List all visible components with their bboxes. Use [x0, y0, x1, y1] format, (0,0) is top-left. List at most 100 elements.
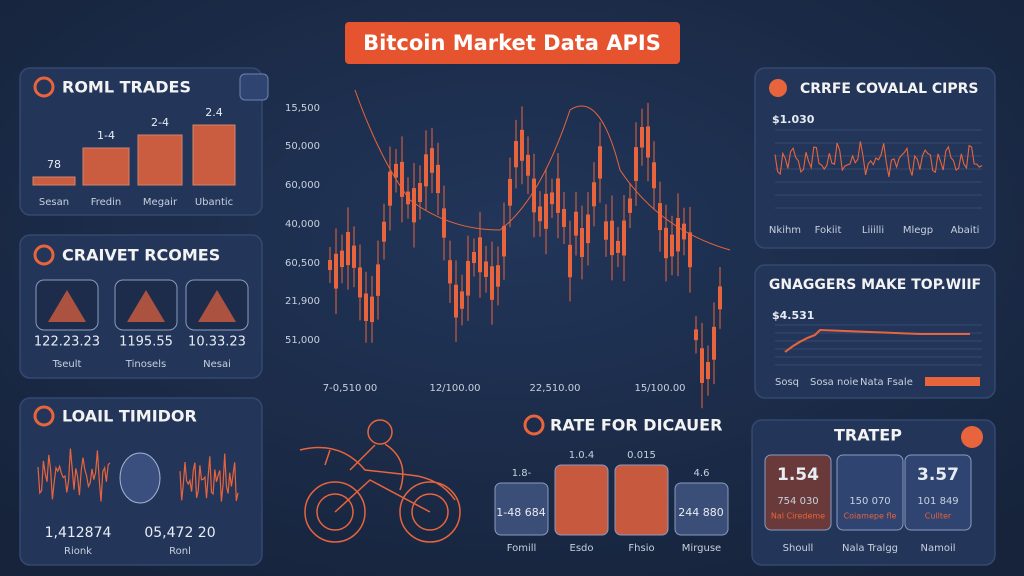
trader-category: Namoil — [920, 543, 955, 554]
trader-card — [764, 454, 832, 531]
bar — [192, 124, 236, 186]
candle-body — [652, 162, 656, 189]
panel-value: $1.030 — [772, 113, 815, 126]
metric-value: 1,412874 — [45, 525, 112, 541]
card-label: Tinosels — [125, 359, 166, 370]
icon-art — [198, 290, 236, 322]
category-label: Fokiit — [815, 225, 842, 236]
card-value: 122.23.23 — [34, 335, 100, 350]
mini-chart — [37, 448, 111, 502]
candle-body — [592, 182, 596, 207]
candle-body — [634, 147, 638, 181]
candle-body — [598, 146, 602, 179]
category-label: Liiilli — [862, 225, 884, 236]
trader-sub: 754 030 — [777, 496, 818, 507]
category-label: Sosa noie — [810, 377, 858, 388]
candle-body — [658, 203, 662, 231]
candle-body — [436, 164, 440, 194]
category-label: Sosq — [775, 377, 799, 388]
rate-top-label: 0.015 — [627, 450, 656, 461]
candle-body — [460, 291, 464, 309]
x-axis-label: 7-0,510 00 — [323, 383, 378, 394]
candle-body — [364, 293, 368, 322]
candle-body — [376, 264, 380, 296]
trader-note: Nal Ciredeme — [771, 512, 825, 521]
candle-body — [568, 244, 572, 278]
page-title: Bitcoin Market Data APIS — [363, 31, 661, 55]
card-label: Tseult — [52, 359, 82, 370]
panel-title: ROML TRADES — [62, 78, 191, 97]
candle-body — [610, 220, 614, 256]
candle-body — [382, 221, 386, 242]
y-axis-label: 15,500 — [285, 103, 320, 114]
illustration — [299, 419, 461, 543]
candle-body — [520, 129, 524, 161]
rate-top-label: 1.0.4 — [569, 450, 594, 461]
maker-line — [784, 328, 970, 353]
x-axis-label: 22,510.00 — [530, 383, 581, 394]
panel-title: TRATEP — [834, 426, 902, 445]
rate-inner: 244 880 — [678, 506, 724, 519]
icon — [33, 405, 55, 427]
y-axis-label: 51,000 — [285, 335, 320, 346]
candle-body — [562, 208, 566, 227]
candle-body — [712, 326, 716, 360]
candle-body — [544, 193, 548, 229]
rate-top-label: 4.6 — [694, 468, 710, 479]
metric-label: Rionk — [64, 546, 92, 557]
candle-body — [394, 163, 398, 178]
y-axis-label: 60,000 — [285, 180, 320, 191]
candle-body — [682, 223, 686, 240]
rate-inner: 1-48 684 — [496, 506, 545, 519]
icon — [33, 244, 55, 266]
icon — [33, 76, 55, 98]
coin — [119, 452, 161, 504]
trader-note: Cullter — [925, 512, 952, 521]
trader-value: 3.57 — [917, 465, 959, 485]
candle-body — [556, 178, 560, 213]
icon — [769, 79, 787, 97]
metric-value: 05,472 20 — [144, 525, 215, 541]
candle-body — [586, 214, 590, 244]
panel-value: $4.531 — [772, 309, 814, 322]
trader-category: Nala Tralgg — [842, 543, 898, 554]
candle-body — [694, 329, 698, 341]
category-label: Sesan — [39, 197, 69, 208]
category-label: Nkihm — [769, 225, 801, 236]
candle-body — [328, 260, 332, 270]
candle-body — [400, 161, 404, 197]
candle-body — [676, 218, 680, 252]
candle-body — [442, 208, 446, 238]
candle-body — [496, 265, 500, 287]
rate-bar — [554, 464, 609, 536]
rate-category: Fhsio — [628, 543, 654, 554]
panel-title: CRRFE COVALAL CIPRS — [800, 81, 979, 97]
category-label: Mlegp — [903, 225, 933, 236]
price-line — [774, 141, 983, 177]
candle-body — [574, 211, 578, 236]
icon-art — [127, 290, 165, 322]
candle-body — [508, 178, 512, 206]
trader-sub: 101 849 — [917, 496, 958, 507]
category-label: Megair — [143, 197, 178, 208]
rate-bar — [614, 464, 669, 536]
bar-label: 78 — [47, 158, 61, 171]
candle-body — [502, 225, 506, 257]
y-axis-label: 60,500 — [285, 258, 320, 269]
candle-body — [418, 183, 422, 202]
title-banner — [345, 22, 680, 64]
y-axis-label: 50,000 — [285, 141, 320, 152]
panel-title: GNAGGERS MAKE TOP.WIIF — [769, 277, 981, 293]
candle-body — [472, 252, 476, 264]
candle-body — [478, 237, 482, 273]
panel-title: RATE FOR DICAUER — [550, 416, 722, 435]
tag — [925, 377, 980, 386]
icon-art — [48, 290, 86, 322]
candle-body — [412, 188, 416, 223]
candle-body — [358, 267, 362, 298]
candle-body — [688, 232, 692, 268]
candle-body — [334, 253, 338, 289]
candle-body — [700, 348, 704, 383]
candle-body — [526, 154, 530, 176]
rate-category: Mirguse — [682, 543, 721, 554]
